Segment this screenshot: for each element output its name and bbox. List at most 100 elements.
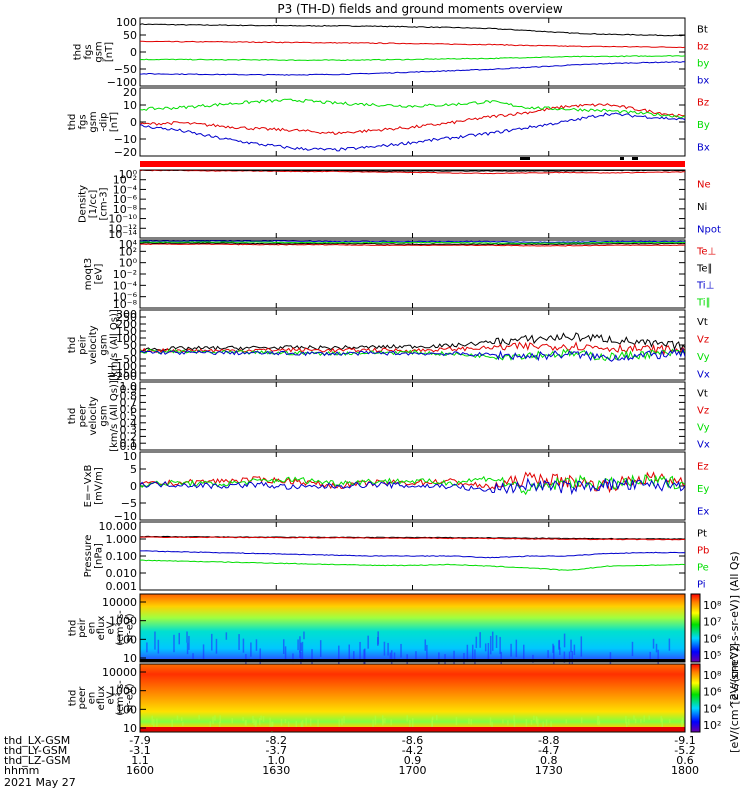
spectrogram-streak [156, 718, 158, 728]
series-line-Ex [140, 477, 685, 496]
spectrogram-streak [303, 631, 305, 640]
spectrogram-streak [628, 719, 630, 726]
y-axis-label-line: peer [77, 686, 88, 710]
legend-entry: Npot [697, 225, 721, 236]
spectrogram-streak [280, 718, 283, 726]
spectrogram-streak [250, 642, 252, 657]
spectrogram-streak [563, 633, 566, 648]
spectrogram-bottom-band [140, 727, 685, 731]
spectrogram-streak [359, 641, 361, 660]
y-tick-label: −10 [114, 510, 137, 523]
spectrogram-streak [353, 651, 355, 660]
spectrogram-streak [367, 635, 369, 649]
y-axis-label-line: sr-eV) [125, 613, 136, 642]
series-line-Ni [140, 170, 685, 172]
spectrogram-streak [299, 650, 301, 658]
flag-mark [632, 157, 638, 160]
spectrogram-streak [500, 651, 502, 664]
y-tick-label: 10⁻¹² [108, 222, 137, 235]
y-axis-label-line: [km/s (All Qs)] [109, 309, 120, 381]
y-axis-label-line: fgs [83, 44, 94, 59]
spectrogram-streak [363, 649, 365, 668]
y-axis-label-line: gsm [99, 405, 110, 426]
spectrogram-streak [245, 654, 247, 673]
y-tick-label: 0 [130, 116, 137, 129]
spectrogram-streak [681, 717, 684, 723]
spectrogram-streak [657, 649, 659, 667]
spectrogram-streak [151, 715, 153, 726]
spectrogram-streak [389, 652, 392, 663]
y-tick-label: 0 [130, 480, 137, 493]
spectrogram-streak [180, 717, 183, 722]
y-axis-label-line: thd [67, 408, 78, 425]
y-axis-label-line: moqt3 [83, 258, 94, 291]
y-tick-label: 10⁻² [113, 174, 137, 187]
panel-frame [139, 17, 686, 87]
legend-entry: Pb [697, 546, 709, 557]
legend-entry: bz [697, 42, 709, 53]
spectrogram-streak [176, 715, 179, 721]
spectrogram-streak [214, 715, 216, 721]
time-tick-label: 1800 [671, 764, 699, 777]
y-tick-label: 10 [123, 99, 137, 112]
spectrogram-streak [219, 715, 221, 723]
series-line-Pi [140, 550, 685, 559]
y-tick-label: 10⁻⁶ [113, 291, 138, 304]
spectrogram-streak [495, 635, 498, 648]
spectrogram-streak [648, 715, 650, 720]
y-tick-label: 1.000 [106, 533, 138, 546]
series-line-by [140, 55, 685, 62]
y-tick-label: 10⁰ [119, 168, 138, 181]
y-tick-label: 10000 [102, 596, 137, 609]
y-tick-label: 0.8 [120, 390, 138, 403]
y-axis-label: Pressure [nPa] [83, 535, 105, 578]
y-axis-label-line: gsm [88, 111, 99, 132]
spectrogram-streak [260, 715, 262, 720]
spectrogram-streak [652, 638, 655, 649]
spectrogram-streak [171, 719, 173, 729]
y-axis-label-line: eflux [96, 686, 107, 711]
y-tick-label: −150 [107, 367, 137, 380]
spectrogram-streak [297, 639, 299, 651]
series-line-Te∥ [140, 242, 685, 246]
spectrogram-streak [552, 643, 554, 653]
spectrogram-streak [292, 653, 294, 663]
spectrogram-streak [470, 719, 472, 725]
series-line-Bt [140, 23, 685, 37]
spectrogram-streak [406, 715, 408, 722]
y-tick-label: 0.0 [120, 440, 138, 453]
spectrogram-streak [253, 719, 255, 726]
y-axis-label-line: thd [68, 620, 79, 637]
spectrogram-streak [598, 721, 600, 726]
ephemeris-value: 1.1 [131, 754, 149, 767]
series-line-Bz [140, 103, 685, 135]
y-axis-label: thd fgs gsm [nT] [72, 41, 115, 62]
date-label: 2021 May 27 [4, 776, 76, 789]
y-axis-label-line: [1/cc] [88, 190, 99, 219]
y-tick-label: 50 [123, 29, 137, 42]
spectrogram-streak [309, 718, 312, 726]
spectrogram-streak [411, 718, 414, 728]
legend-entry: Ti∥ [696, 298, 711, 309]
colorbar [690, 663, 701, 733]
y-axis-label-line: thd [67, 114, 78, 131]
y-axis-label-line: eV [106, 621, 117, 634]
spectrogram-streak [431, 717, 433, 727]
spectrogram-streak [523, 644, 525, 660]
spectrogram-peir-spec: 10000100010010thdpeirenefluxeV(cm²-s-sr-… [68, 551, 742, 704]
colorbar-label-text: [eV/(cm^2-s-sr-eV)] (All Qs) [728, 551, 741, 704]
spectrogram-streak [559, 647, 561, 655]
flag-bar [140, 161, 685, 167]
legend-entry: By [697, 120, 710, 131]
y-axis-label-line: -dip [99, 112, 110, 131]
spectrogram-streak [545, 719, 548, 726]
spectrogram-streak [284, 646, 287, 663]
spectrogram-streak [343, 715, 345, 724]
spectrogram-streak [301, 641, 304, 660]
spectrogram-streak [409, 719, 411, 728]
legend-entry: Vy [697, 423, 710, 434]
spectrogram-streak [455, 716, 458, 726]
spectrogram-streak [255, 639, 258, 651]
spectrogram-streak [212, 716, 214, 725]
